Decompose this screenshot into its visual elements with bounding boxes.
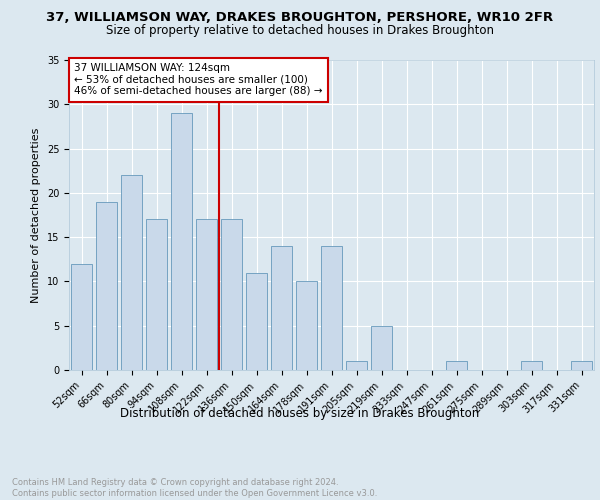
Bar xyxy=(371,326,392,370)
Text: 37 WILLIAMSON WAY: 124sqm
← 53% of detached houses are smaller (100)
46% of semi: 37 WILLIAMSON WAY: 124sqm ← 53% of detac… xyxy=(74,63,323,96)
Bar xyxy=(296,282,317,370)
Text: 37, WILLIAMSON WAY, DRAKES BROUGHTON, PERSHORE, WR10 2FR: 37, WILLIAMSON WAY, DRAKES BROUGHTON, PE… xyxy=(46,11,554,24)
Bar xyxy=(96,202,117,370)
Text: Contains HM Land Registry data © Crown copyright and database right 2024.
Contai: Contains HM Land Registry data © Crown c… xyxy=(12,478,377,498)
Y-axis label: Number of detached properties: Number of detached properties xyxy=(31,128,41,302)
Bar xyxy=(121,175,142,370)
Bar xyxy=(171,113,192,370)
Text: Size of property relative to detached houses in Drakes Broughton: Size of property relative to detached ho… xyxy=(106,24,494,37)
Bar xyxy=(271,246,292,370)
Bar xyxy=(146,220,167,370)
Bar xyxy=(446,361,467,370)
Bar xyxy=(246,272,267,370)
Bar xyxy=(346,361,367,370)
Bar xyxy=(521,361,542,370)
Bar xyxy=(196,220,217,370)
Bar xyxy=(221,220,242,370)
Text: Distribution of detached houses by size in Drakes Broughton: Distribution of detached houses by size … xyxy=(121,408,479,420)
Bar xyxy=(571,361,592,370)
Bar xyxy=(321,246,342,370)
Bar xyxy=(71,264,92,370)
